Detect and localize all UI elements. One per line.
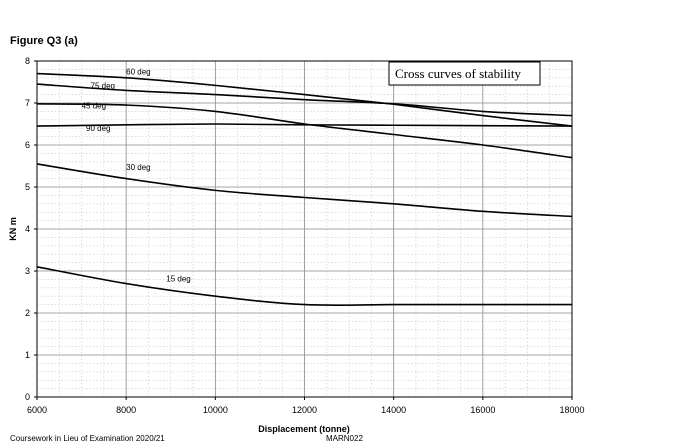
x-axis-title: Displacement (tonne) (258, 424, 350, 434)
series-label-60-deg: 60 deg (126, 67, 150, 76)
chart-title-box: Cross curves of stability (388, 61, 541, 86)
x-tick-label: 14000 (381, 405, 406, 415)
figure-title: Figure Q3 (a) (10, 35, 78, 47)
series-line-75-deg (36, 83, 573, 117)
series-label-45-deg: 45 deg (82, 101, 106, 110)
x-tick-label: 8000 (116, 405, 136, 415)
series-label-75-deg: 75 deg (91, 81, 115, 90)
y-tick-label: 5 (25, 182, 30, 192)
y-tick-label: 8 (25, 56, 30, 66)
y-tick-label: 1 (25, 350, 30, 360)
y-tick-label: 3 (25, 266, 30, 276)
y-tick-label: 7 (25, 98, 30, 108)
y-tick-label: 0 (25, 392, 30, 402)
x-axis-ticks: 6000 8000 10000 12000 14000 16000 18000 (27, 397, 585, 415)
chart-title: Cross curves of stability (395, 66, 522, 81)
x-tick-label: 18000 (559, 405, 584, 415)
series-line-15-deg (36, 266, 572, 307)
footer-right-text: MARN022 (326, 434, 363, 443)
y-tick-label: 2 (25, 308, 30, 318)
series-layer: 60 deg 75 deg 45 deg 90 deg 30 deg 15 deg (36, 67, 573, 307)
y-tick-label: 4 (25, 224, 30, 234)
x-tick-label: 6000 (27, 405, 47, 415)
series-label-15-deg: 15 deg (166, 275, 190, 284)
series-line-30-deg (36, 163, 573, 218)
x-tick-label: 16000 (470, 405, 495, 415)
x-tick-label: 10000 (203, 405, 228, 415)
footer-left-text: Coursework in Lieu of Examination 2020/2… (10, 434, 165, 443)
y-axis-ticks: 0 1 2 3 4 5 6 7 8 (25, 56, 37, 402)
series-label-90-deg: 90 deg (86, 124, 110, 133)
y-axis-title: KN m (8, 217, 18, 241)
x-tick-label: 12000 (292, 405, 317, 415)
series-line-45-deg (36, 103, 573, 159)
y-tick-label: 6 (25, 140, 30, 150)
series-label-30-deg: 30 deg (126, 163, 150, 172)
series-line-60-deg (36, 72, 573, 127)
series-line-90-deg (36, 123, 573, 127)
